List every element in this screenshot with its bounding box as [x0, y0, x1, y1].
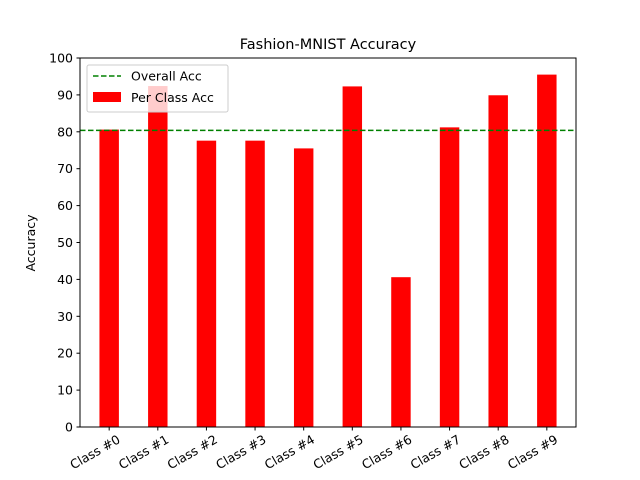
- bar-class-8: [488, 95, 508, 428]
- x-tick-label-6: Class #6: [359, 432, 414, 473]
- y-tick-label-90: 90: [57, 87, 73, 102]
- x-tick-label-9: Class #9: [505, 432, 560, 473]
- bar-class-6: [391, 277, 411, 427]
- legend-per-class-acc-swatch: [93, 92, 121, 102]
- x-tick-label-2: Class #2: [165, 432, 220, 473]
- y-tick-label-60: 60: [57, 198, 73, 213]
- y-tick-label-50: 50: [57, 235, 73, 250]
- x-tick-label-1: Class #1: [116, 432, 171, 473]
- bar-class-5: [342, 86, 363, 427]
- x-tick-label-3: Class #3: [213, 432, 268, 473]
- y-tick-label-10: 10: [57, 383, 73, 398]
- y-tick-label-0: 0: [65, 420, 73, 435]
- x-tick-label-5: Class #5: [310, 432, 365, 473]
- x-tick-label-7: Class #7: [408, 432, 463, 473]
- y-tick-label-70: 70: [57, 161, 73, 176]
- bar-class-7: [439, 127, 460, 428]
- x-tick-label-8: Class #8: [456, 432, 511, 473]
- bar-class-3: [245, 140, 265, 427]
- chart-title: Fashion-MNIST Accuracy: [240, 37, 417, 53]
- y-tick-label-30: 30: [57, 309, 73, 324]
- y-tick-label-80: 80: [57, 124, 73, 139]
- y-axis-label: Accuracy: [23, 214, 38, 272]
- legend-per-class-acc-label: Per Class Acc: [131, 90, 214, 105]
- legend-box: [86, 64, 229, 113]
- bar-class-1: [148, 86, 168, 427]
- bar-class-0: [99, 129, 119, 427]
- y-tick-label-40: 40: [57, 272, 73, 287]
- legend-overall-acc-label: Overall Acc: [131, 69, 202, 84]
- x-tick-label-4: Class #4: [262, 432, 317, 473]
- legend: Overall Acc Per Class Acc: [86, 64, 229, 113]
- y-tick-label-20: 20: [57, 346, 73, 361]
- x-tick-label-0: Class #0: [67, 432, 122, 473]
- y-tick-label-100: 100: [49, 51, 73, 66]
- bar-class-9: [537, 74, 557, 428]
- bar-class-2: [196, 140, 217, 427]
- bar-class-4: [293, 148, 314, 427]
